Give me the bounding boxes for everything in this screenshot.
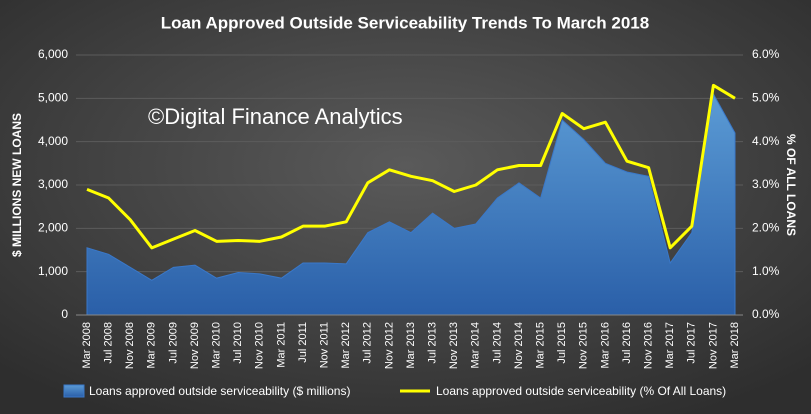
x-tick-label: Mar 2011 — [275, 322, 287, 368]
y2-tick-label: 1.0% — [752, 264, 780, 278]
x-tick-label: Nov 2016 — [643, 322, 655, 369]
x-tick-label: Nov 2012 — [383, 322, 395, 369]
x-tick-label: Mar 2017 — [664, 322, 676, 368]
x-tick-label: Mar 2016 — [599, 322, 611, 368]
y-axis-title: $ MILLIONS NEW LOANS — [10, 113, 24, 257]
y-tick-label: 2,000 — [38, 221, 68, 235]
x-tick-label: Mar 2018 — [729, 322, 741, 368]
x-tick-label: Mar 2014 — [470, 322, 482, 368]
y-tick-label: 3,000 — [38, 177, 68, 191]
x-tick-label: Mar 2010 — [211, 322, 223, 368]
x-tick-label: Jul 2014 — [491, 322, 503, 364]
x-tick-label: Jul 2010 — [232, 322, 244, 364]
x-tick-label: Jul 2008 — [103, 322, 115, 364]
y2-tick-label: 0.0% — [752, 307, 780, 321]
x-tick-label: Mar 2012 — [340, 322, 352, 368]
x-tick-label: Nov 2010 — [254, 322, 266, 369]
x-tick-label: Mar 2013 — [405, 322, 417, 368]
y-tick-label: 6,000 — [38, 47, 68, 61]
y-tick-label: 4,000 — [38, 134, 68, 148]
x-tick-label: Nov 2008 — [124, 322, 136, 369]
area — [86, 92, 736, 316]
chart-title: Loan Approved Outside Serviceability Tre… — [161, 13, 649, 32]
x-tick-label: Mar 2015 — [535, 322, 547, 368]
x-tick-label: Nov 2017 — [707, 322, 719, 369]
x-tick-label: Jul 2015 — [556, 322, 568, 364]
y2-tick-label: 5.0% — [752, 91, 780, 105]
x-tick-label: Jul 2013 — [427, 322, 439, 364]
x-tick-label: Nov 2009 — [189, 322, 201, 369]
x-tick-label: Nov 2011 — [319, 322, 331, 368]
y-tick-label: 1,000 — [38, 264, 68, 278]
legend-label: Loans approved outside serviceability ($… — [89, 384, 350, 398]
x-tick-label: Nov 2015 — [578, 322, 590, 369]
x-tick-label: Jul 2017 — [686, 322, 698, 364]
line — [86, 83, 736, 250]
y2-axis-title: % OF ALL LOANS — [784, 134, 798, 236]
x-tick-label: Jul 2016 — [621, 322, 633, 364]
x-tick-label: Mar 2008 — [81, 322, 93, 368]
y2-tick-label: 2.0% — [752, 221, 780, 235]
legend-swatch — [63, 384, 85, 398]
x-tick-label: Mar 2009 — [146, 322, 158, 368]
y-tick-label: 5,000 — [38, 91, 68, 105]
legend-label: Loans approved outside serviceability (%… — [436, 384, 726, 398]
x-tick-label: Jul 2009 — [167, 322, 179, 364]
y2-tick-label: 6.0% — [752, 47, 780, 61]
y2-tick-label: 3.0% — [752, 177, 780, 191]
y2-tick-label: 4.0% — [752, 134, 780, 148]
x-tick-label: Jul 2012 — [362, 322, 374, 364]
x-tick-label: Nov 2014 — [513, 322, 525, 369]
y-tick-label: 0 — [61, 307, 68, 321]
x-tick-label: Jul 2011 — [297, 322, 309, 363]
x-tick-label: Nov 2013 — [448, 322, 460, 369]
annotation: ©Digital Finance Analytics — [148, 104, 403, 129]
